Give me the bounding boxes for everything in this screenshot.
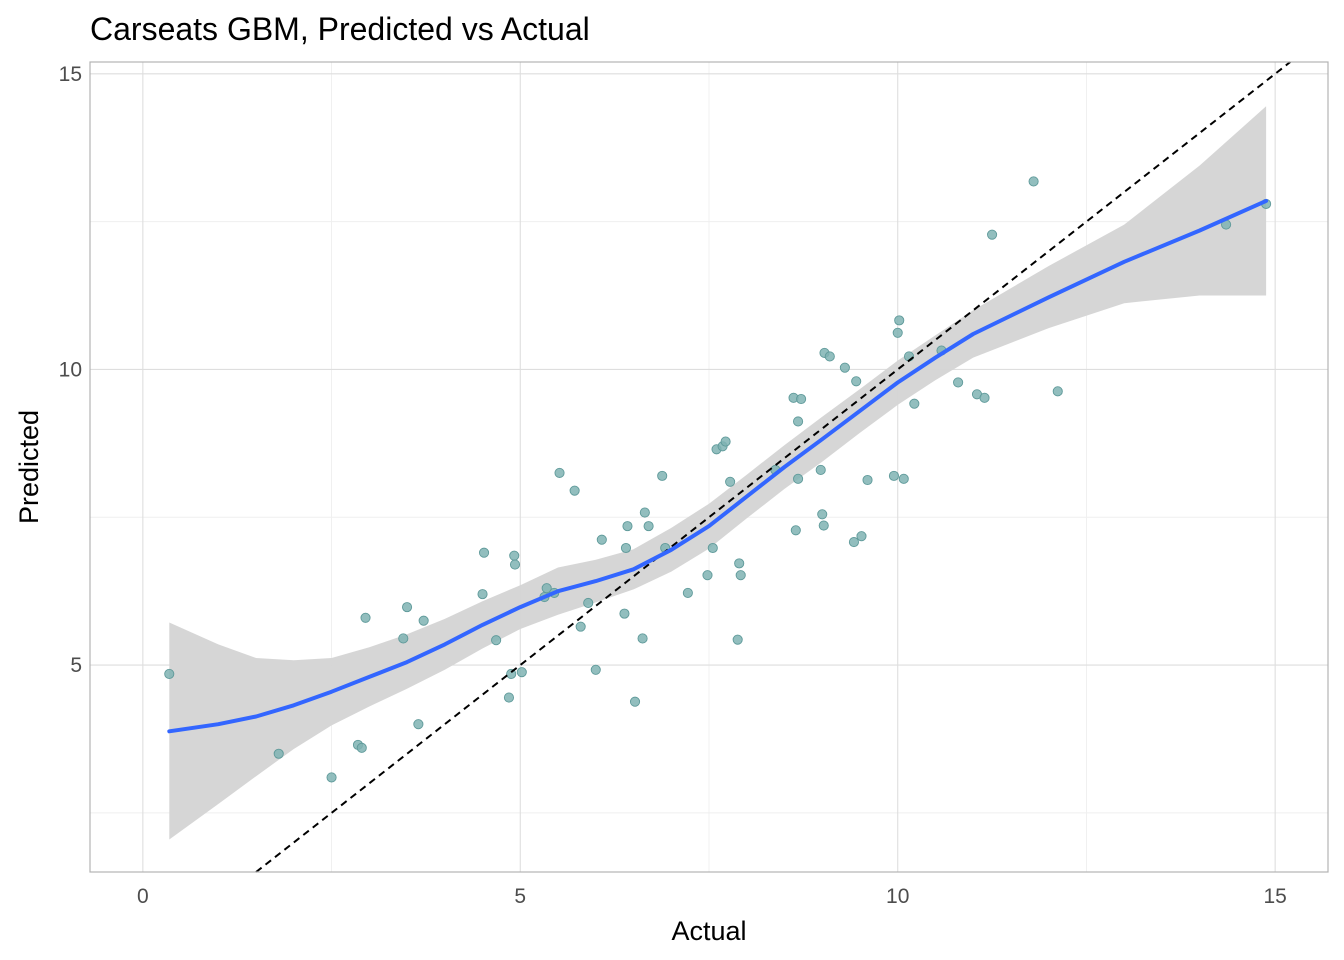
smooth-line bbox=[167, 198, 1269, 734]
data-point bbox=[1028, 176, 1039, 187]
y-axis-ticks: 5 10 15 bbox=[59, 63, 82, 677]
data-point bbox=[790, 525, 801, 536]
data-point bbox=[735, 570, 746, 581]
data-point bbox=[979, 392, 990, 403]
data-point bbox=[734, 558, 745, 569]
scatter-points bbox=[164, 176, 1272, 783]
data-point bbox=[491, 635, 502, 646]
x-tick-label: 0 bbox=[137, 885, 149, 908]
x-axis-label: Actual bbox=[671, 916, 746, 946]
data-point bbox=[909, 398, 920, 409]
data-point bbox=[583, 597, 594, 609]
data-point bbox=[888, 470, 899, 481]
panel-border bbox=[89, 61, 1329, 873]
x-tick-label: 5 bbox=[514, 885, 526, 908]
data-point bbox=[516, 667, 527, 678]
data-point bbox=[509, 550, 520, 561]
data-point bbox=[356, 742, 367, 753]
data-point bbox=[862, 474, 873, 486]
data-point bbox=[817, 509, 828, 520]
data-point bbox=[682, 587, 693, 598]
data-point bbox=[164, 668, 175, 679]
data-point bbox=[824, 351, 835, 362]
data-point bbox=[477, 589, 488, 600]
data-point bbox=[898, 473, 909, 484]
x-tick-label: 10 bbox=[886, 885, 909, 908]
data-point bbox=[503, 692, 515, 703]
data-point bbox=[637, 633, 648, 644]
data-point bbox=[639, 507, 650, 518]
data-point bbox=[643, 521, 654, 532]
data-point bbox=[707, 542, 718, 554]
data-point bbox=[569, 485, 580, 496]
data-point bbox=[418, 615, 429, 626]
data-point bbox=[541, 583, 552, 594]
data-point bbox=[622, 521, 633, 532]
data-point bbox=[398, 633, 409, 644]
data-point bbox=[815, 464, 826, 476]
y-tick-label: 15 bbox=[59, 63, 82, 86]
data-point bbox=[360, 612, 371, 623]
data-point bbox=[554, 467, 565, 478]
y-axis-label: Predicted bbox=[14, 410, 44, 524]
data-point bbox=[657, 470, 668, 481]
data-point bbox=[401, 602, 413, 613]
y-tick-label: 10 bbox=[59, 358, 82, 381]
data-point bbox=[596, 534, 607, 545]
data-point bbox=[273, 748, 284, 759]
data-point bbox=[793, 473, 804, 484]
data-point bbox=[590, 664, 601, 675]
data-point bbox=[848, 537, 859, 548]
reference-line bbox=[255, 61, 1291, 873]
minor-grid bbox=[90, 62, 1328, 872]
data-point bbox=[702, 570, 713, 581]
plot-panel bbox=[89, 61, 1329, 873]
data-point bbox=[894, 315, 905, 326]
data-point bbox=[892, 327, 903, 338]
data-point bbox=[720, 436, 731, 447]
y-tick-label: 5 bbox=[70, 654, 82, 677]
confidence-band bbox=[169, 106, 1267, 840]
data-point bbox=[413, 719, 424, 730]
data-point bbox=[818, 520, 829, 531]
data-point bbox=[953, 377, 964, 388]
data-point bbox=[509, 559, 521, 570]
data-point bbox=[839, 362, 850, 373]
data-point bbox=[575, 621, 586, 632]
data-point bbox=[796, 393, 807, 405]
data-point bbox=[987, 229, 998, 240]
data-point bbox=[793, 416, 804, 427]
data-point bbox=[506, 668, 517, 679]
data-point bbox=[629, 696, 641, 707]
data-point bbox=[1052, 386, 1063, 397]
x-tick-label: 15 bbox=[1263, 885, 1286, 908]
data-point bbox=[620, 542, 632, 554]
data-point bbox=[856, 531, 867, 542]
x-axis-ticks: 0 5 10 15 bbox=[137, 885, 1287, 908]
data-point bbox=[725, 476, 736, 487]
data-point bbox=[478, 547, 490, 558]
chart-title: Carseats GBM, Predicted vs Actual bbox=[90, 11, 590, 47]
data-point bbox=[326, 772, 337, 783]
data-point bbox=[732, 634, 743, 645]
data-point bbox=[851, 376, 862, 387]
data-point bbox=[619, 608, 630, 619]
